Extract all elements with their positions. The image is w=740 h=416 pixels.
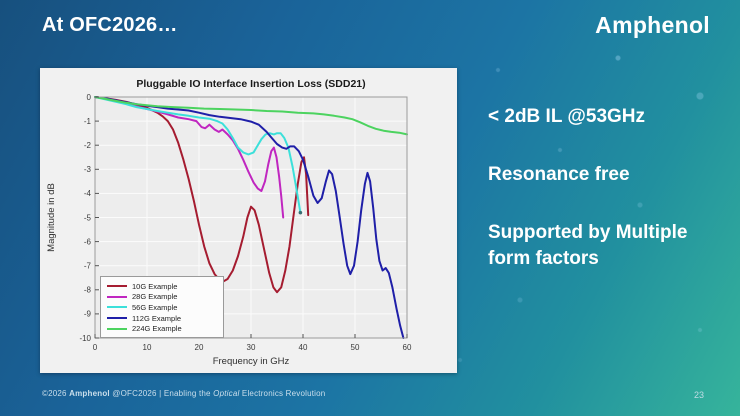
x-tick-label: 0 (93, 343, 98, 352)
y-tick-label: -3 (84, 165, 92, 174)
legend-line-swatch (107, 285, 127, 288)
footer-optical: Optical (213, 389, 240, 398)
bullet-resonance-free: Resonance free (488, 164, 630, 185)
x-tick-label: 20 (195, 343, 204, 352)
legend-item: 10G Example (107, 281, 217, 292)
y-tick-label: -9 (84, 310, 92, 319)
page-number: 23 (694, 390, 705, 400)
legend-item: 28G Example (107, 292, 217, 303)
insertion-loss-chart-card: 0 10 20 30 40 50 60 0 -1 -2 -3 -4 -5 -6 -7 -8 -9 -10 Plugg… (40, 68, 457, 373)
x-axis-label: Frequency in GHz (213, 356, 290, 367)
slide-title: At OFC2026… (42, 14, 178, 36)
series-10g-example (94, 96, 310, 294)
key-points: < 2dB IL @53GHz Resonance free Supported… (488, 104, 726, 304)
legend-line-swatch (107, 317, 127, 320)
y-tick-label: -10 (79, 334, 91, 343)
chart-legend: 10G Example 28G Example 56G Example 112G Ex… (100, 276, 224, 338)
x-tick-label: 40 (299, 343, 308, 352)
footer-brand: Amphenol (69, 389, 110, 398)
x-tick-label: 60 (403, 343, 412, 352)
series-end-marker (298, 210, 303, 215)
y-tick-label: 0 (87, 93, 92, 102)
series-112g-example (94, 96, 405, 339)
y-tick-label: -1 (84, 117, 92, 126)
x-tick-label: 30 (247, 343, 256, 352)
y-tick-label: -7 (84, 262, 92, 271)
legend-item: 112G Example (107, 313, 217, 324)
legend-line-swatch (107, 306, 127, 309)
legend-line-swatch (107, 295, 127, 298)
x-tick-label: 10 (143, 343, 152, 352)
legend-line-swatch (107, 327, 127, 330)
legend-item: 56G Example (107, 302, 217, 313)
series-224g-example (94, 96, 408, 136)
y-tick-label: -8 (84, 286, 92, 295)
y-tick-label: -4 (84, 189, 92, 198)
legend-label: 10G Example (132, 281, 178, 291)
legend-label: 28G Example (132, 292, 178, 302)
legend-label: 56G Example (132, 302, 178, 312)
y-tick-label: -5 (84, 213, 92, 222)
legend-label: 112G Example (132, 313, 182, 323)
legend-item: 224G Example (107, 323, 217, 334)
footer-copyright-year: ©2026 (42, 389, 67, 398)
bullet-insertion-loss: < 2dB IL @53GHz (488, 106, 646, 127)
y-tick-label: -2 (84, 141, 92, 150)
y-tick-label: -6 (84, 237, 92, 246)
footer-copyright: ©2026 Amphenol @OFC2026 | Enabling the O… (42, 389, 325, 398)
footer-event: @OFC2026 | Enabling the (112, 389, 211, 398)
bullet-form-factors: Supported by Multiple form factors (488, 222, 688, 269)
legend-label: 224G Example (132, 324, 182, 334)
x-tick-label: 50 (351, 343, 360, 352)
series-56g-example (94, 96, 302, 214)
amphenol-logo: Amphenol (595, 12, 710, 38)
footer-tagline: Electronics Revolution (241, 389, 326, 398)
y-axis-label: Magnitude in dB (46, 183, 57, 252)
chart-title: Pluggable IO Interface Insertion Loss (S… (136, 78, 365, 90)
